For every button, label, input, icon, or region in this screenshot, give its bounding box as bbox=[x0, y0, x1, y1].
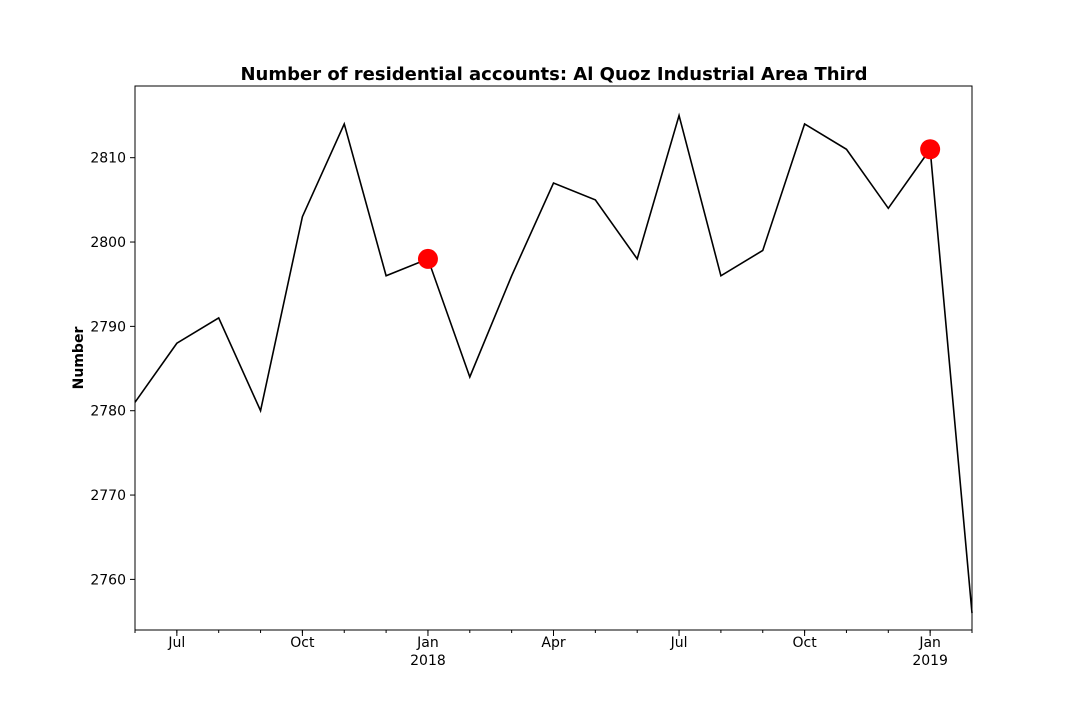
x-tick-year-label: 2018 bbox=[410, 653, 446, 669]
y-tick-label: 2790 bbox=[90, 319, 126, 335]
plot-area bbox=[134, 112, 973, 614]
plot-frame bbox=[134, 85, 973, 631]
y-tick-label: 2780 bbox=[90, 404, 126, 420]
x-tick-label: Apr bbox=[541, 635, 565, 651]
x-tick-label: Oct bbox=[792, 635, 817, 651]
highlight-point-0 bbox=[417, 248, 438, 269]
x-tick-label: Oct bbox=[290, 635, 315, 651]
y-tick-label: 2800 bbox=[90, 235, 126, 251]
x-axis: Jul Oct Jan 2018 Apr Jul Oct Jan 2019 bbox=[134, 630, 973, 669]
x-tick-year-label: 2019 bbox=[912, 653, 948, 669]
chart-title: Number of residential accounts: Al Quoz … bbox=[240, 64, 867, 85]
series-line-0 bbox=[134, 112, 973, 614]
x-tick-label: Jul bbox=[670, 635, 688, 651]
x-tick-label: Jan bbox=[416, 635, 439, 651]
highlight-point-1 bbox=[920, 139, 941, 160]
y-tick-label: 2810 bbox=[90, 151, 126, 167]
y-axis-label: Number bbox=[71, 327, 87, 390]
y-tick-label: 2770 bbox=[90, 488, 126, 504]
y-tick-label: 2760 bbox=[90, 572, 126, 588]
x-tick-label: Jul bbox=[167, 635, 185, 651]
x-tick-label: Jan bbox=[918, 635, 941, 651]
y-axis: 2760 2770 2780 2790 2800 2810 bbox=[90, 151, 135, 588]
